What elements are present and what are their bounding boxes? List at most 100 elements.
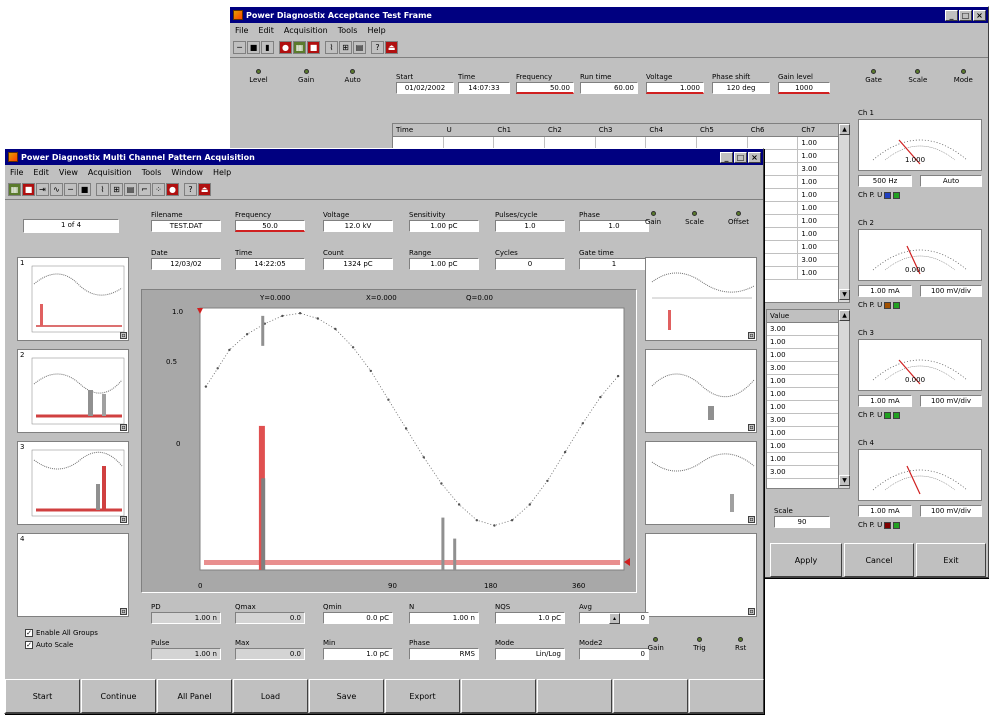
table-icon[interactable]: ▤ bbox=[124, 183, 137, 196]
maximize-button[interactable]: □ bbox=[734, 151, 747, 163]
table-row[interactable]: 3.00 bbox=[767, 362, 849, 375]
bar-tool-icon[interactable]: ▮ bbox=[261, 41, 274, 54]
knob-scale[interactable]: Scale bbox=[908, 69, 927, 84]
tile-expand-icon[interactable]: ▫ bbox=[120, 516, 127, 523]
zoom-icon[interactable]: ⊞ bbox=[110, 183, 123, 196]
scatter-icon[interactable]: ⁘ bbox=[152, 183, 165, 196]
meter-range-right[interactable]: Auto bbox=[920, 175, 982, 187]
table-icon[interactable]: ▤ bbox=[353, 41, 366, 54]
field-value[interactable]: 12.0 kV bbox=[323, 220, 393, 232]
field-value[interactable]: TEST.DAT bbox=[151, 220, 221, 232]
apply-button[interactable]: Apply bbox=[770, 543, 842, 577]
channel-tile-2[interactable]: 2 ▫ bbox=[17, 349, 129, 433]
menu-window[interactable]: Window bbox=[171, 168, 203, 177]
scroll-up-icon[interactable]: ▲ bbox=[839, 310, 850, 321]
spin-icon[interactable]: ▴ bbox=[609, 613, 620, 624]
column-header[interactable]: Ch4 bbox=[646, 124, 698, 136]
field-value[interactable]: 1.0 bbox=[495, 220, 565, 232]
bottom-button-8[interactable] bbox=[537, 679, 612, 713]
wave-icon[interactable]: ∿ bbox=[50, 183, 63, 196]
menu-tools[interactable]: Tools bbox=[141, 168, 162, 177]
table1-scrollbar[interactable]: ▲ ▼ bbox=[838, 124, 850, 302]
knob-level[interactable]: Level bbox=[249, 69, 268, 84]
knob-scale[interactable]: Scale bbox=[685, 211, 704, 226]
tile-expand-icon[interactable]: ▫ bbox=[120, 332, 127, 339]
bottom-button-5[interactable]: Save bbox=[309, 679, 384, 713]
exit-button[interactable]: Exit bbox=[916, 543, 986, 577]
knob-auto[interactable]: Auto bbox=[345, 69, 361, 84]
bottom-button-6[interactable]: Export bbox=[385, 679, 460, 713]
menu-file[interactable]: File bbox=[10, 168, 24, 177]
field-value[interactable]: 50.0 bbox=[235, 220, 305, 232]
enable-groups-checkbox[interactable]: ✓ Enable All Groups bbox=[25, 629, 98, 637]
stop-icon[interactable]: ■ bbox=[22, 183, 35, 196]
menu-acquisition[interactable]: Acquisition bbox=[87, 168, 132, 177]
table-row[interactable]: 1.00 bbox=[767, 349, 849, 362]
exit-icon[interactable]: ⏏ bbox=[385, 41, 398, 54]
column-header[interactable]: Ch1 bbox=[494, 124, 546, 136]
field-value[interactable]: 1.00 n bbox=[151, 648, 221, 660]
table-row[interactable]: 1.00 bbox=[767, 427, 849, 440]
color-swatch-icon[interactable] bbox=[884, 191, 892, 199]
chart-icon[interactable]: ⌇ bbox=[325, 41, 338, 54]
table-row[interactable]: 3.00 bbox=[767, 414, 849, 427]
field-value[interactable]: 0 bbox=[579, 648, 649, 660]
menu-tools[interactable]: Tools bbox=[337, 26, 358, 35]
field-value[interactable]: 1.0 pC bbox=[323, 648, 393, 660]
field-value[interactable]: 90 bbox=[774, 516, 830, 528]
meter-range-left[interactable]: 500 Hz bbox=[858, 175, 912, 187]
tile-expand-icon[interactable]: ▫ bbox=[748, 332, 755, 339]
maximize-button[interactable]: □ bbox=[959, 9, 972, 21]
tile-expand-icon[interactable]: ▫ bbox=[748, 424, 755, 431]
table-row[interactable]: 1.00 bbox=[767, 440, 849, 453]
color-swatch-icon[interactable] bbox=[893, 301, 901, 309]
knob-gain[interactable]: Gain bbox=[645, 211, 661, 226]
table-row[interactable]: 1.00 bbox=[767, 375, 849, 388]
level-marker-icon[interactable] bbox=[624, 558, 630, 566]
knob-mode[interactable]: Mode bbox=[954, 69, 973, 84]
channel-tile-1[interactable]: 1 ▫ bbox=[17, 257, 129, 341]
exit-icon[interactable]: ⏏ bbox=[198, 183, 211, 196]
color-swatch-icon[interactable] bbox=[884, 521, 892, 529]
channel-tile-4[interactable]: 4 ▫ bbox=[17, 533, 129, 617]
acceptance-title-bar[interactable]: Power Diagnostix Acceptance Test Frame _… bbox=[230, 7, 988, 23]
meter-range-left[interactable]: 1.00 mA bbox=[858, 395, 912, 407]
field-value[interactable]: 14:22:05 bbox=[235, 258, 305, 270]
pd-scatter-plot[interactable] bbox=[194, 304, 634, 590]
stop-icon[interactable]: ■ bbox=[307, 41, 320, 54]
field-value[interactable]: Lin/Log bbox=[495, 648, 565, 660]
bottom-button-9[interactable] bbox=[613, 679, 688, 713]
field-value[interactable]: 1.00 n bbox=[151, 612, 221, 624]
multi-channel-title-bar[interactable]: Power Diagnostix Multi Channel Pattern A… bbox=[5, 149, 763, 165]
table-row[interactable]: 3.00 bbox=[767, 323, 849, 336]
field-value[interactable]: 50.00 bbox=[516, 82, 574, 94]
menu-help[interactable]: Help bbox=[212, 168, 232, 177]
channel-tile-7[interactable]: ▫ bbox=[645, 441, 757, 525]
field-value[interactable]: 01/02/2002 bbox=[396, 82, 454, 94]
knob-trig[interactable]: Trig bbox=[693, 637, 706, 652]
knob-gain[interactable]: Gain bbox=[648, 637, 664, 652]
block-tool-icon[interactable]: ■ bbox=[78, 183, 91, 196]
menu-edit[interactable]: Edit bbox=[33, 168, 49, 177]
field-value[interactable]: 0.0 bbox=[235, 612, 305, 624]
field-value[interactable]: 12/03/02 bbox=[151, 258, 221, 270]
cursor-marker-icon[interactable] bbox=[197, 308, 203, 314]
column-header[interactable]: U bbox=[444, 124, 495, 136]
scroll-down-icon[interactable]: ▼ bbox=[839, 289, 850, 300]
tile-expand-icon[interactable]: ▫ bbox=[120, 608, 127, 615]
close-button[interactable]: × bbox=[748, 151, 761, 163]
channel-tile-8[interactable]: ▫ bbox=[645, 533, 757, 617]
meter-range-right[interactable]: 100 mV/div bbox=[920, 505, 982, 517]
block-tool-icon[interactable]: ■ bbox=[247, 41, 260, 54]
field-value[interactable]: 1.00 pC bbox=[409, 258, 479, 270]
channel-tile-6[interactable]: ▫ bbox=[645, 349, 757, 433]
color-swatch-icon[interactable] bbox=[884, 301, 892, 309]
bottom-button-3[interactable]: All Panel bbox=[157, 679, 232, 713]
table-row[interactable]: 1.00 bbox=[767, 453, 849, 466]
help-icon[interactable]: ? bbox=[371, 41, 384, 54]
knob-gate[interactable]: Gate bbox=[865, 69, 882, 84]
tile-expand-icon[interactable]: ▫ bbox=[120, 424, 127, 431]
menu-help[interactable]: Help bbox=[367, 26, 386, 35]
color-swatch-icon[interactable] bbox=[893, 191, 901, 199]
grid-icon[interactable]: ▦ bbox=[8, 183, 21, 196]
